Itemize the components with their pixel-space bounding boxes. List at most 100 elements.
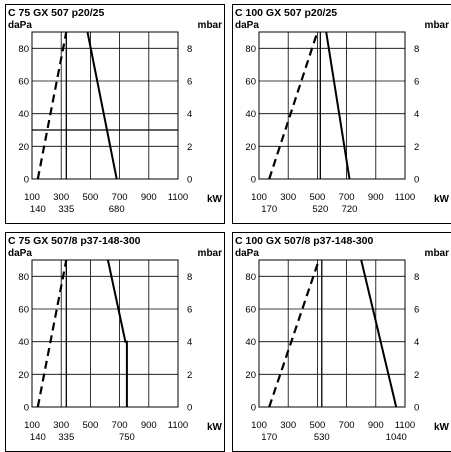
x-tick-label: 700 <box>339 420 355 431</box>
chart-title: C 100 GX 507/8 p37-148-300 <box>235 235 374 247</box>
series-line-2 <box>361 260 396 407</box>
y-tick-label: 20 <box>18 370 29 381</box>
y2-tick-label: 6 <box>414 305 419 316</box>
chart-title: C 75 GX 507/8 p37-148-300 <box>8 235 141 247</box>
y-axis-label: daPa <box>235 248 259 259</box>
y2-tick-label: 0 <box>187 403 192 414</box>
plot-area <box>259 260 405 407</box>
y2-tick-label: 6 <box>187 305 192 316</box>
x-tick-label: 900 <box>368 192 384 203</box>
plot-area <box>32 32 178 179</box>
y2-axis-label: mbar <box>198 248 223 259</box>
y-tick-label: 60 <box>18 77 29 88</box>
plot-area <box>259 32 405 179</box>
x-axis-label: kW <box>207 422 223 433</box>
y2-tick-label: 8 <box>414 272 419 283</box>
x-tick-label: 700 <box>112 420 128 431</box>
y-tick-label: 0 <box>24 175 29 186</box>
y2-tick-label: 2 <box>187 370 192 381</box>
y2-tick-label: 0 <box>414 175 419 186</box>
x-axis-label: kW <box>207 194 223 205</box>
y2-tick-label: 8 <box>414 44 419 55</box>
x-tick-label: 100 <box>24 420 40 431</box>
x-tick-label: 900 <box>368 420 384 431</box>
x-tick-label: 100 <box>24 192 40 203</box>
x-mark-label: 750 <box>119 432 135 443</box>
x-tick-label: 500 <box>309 420 325 431</box>
y-tick-label: 80 <box>18 44 29 55</box>
x-mark-label: 1040 <box>386 432 407 443</box>
plot-area <box>32 260 178 407</box>
y2-tick-label: 2 <box>414 370 419 381</box>
x-mark-label: 335 <box>58 432 74 443</box>
chart-title: C 75 GX 507 p20/25 <box>8 7 104 19</box>
x-tick-label: 500 <box>309 192 325 203</box>
y2-tick-label: 6 <box>187 77 192 88</box>
x-axis-label: kW <box>434 422 450 433</box>
y-tick-label: 20 <box>18 142 29 153</box>
y2-tick-label: 4 <box>187 337 192 348</box>
series-line-1 <box>38 32 67 179</box>
y-tick-label: 20 <box>245 142 256 153</box>
x-tick-label: 1100 <box>395 192 415 203</box>
y2-tick-label: 6 <box>414 77 419 88</box>
y-axis-label: daPa <box>8 20 32 31</box>
x-tick-label: 300 <box>53 192 69 203</box>
x-mark-label: 530 <box>314 432 330 443</box>
x-tick-label: 500 <box>82 420 98 431</box>
x-tick-label: 300 <box>280 420 296 431</box>
y-tick-label: 40 <box>18 109 29 120</box>
y-tick-label: 20 <box>245 370 256 381</box>
series-line-1 <box>269 260 319 407</box>
y-axis-label: daPa <box>235 20 259 31</box>
series-line-2 <box>108 260 127 407</box>
y-tick-label: 40 <box>18 337 29 348</box>
x-tick-label: 100 <box>251 192 267 203</box>
x-tick-label: 1100 <box>395 420 415 431</box>
y-tick-label: 80 <box>245 44 256 55</box>
y-tick-label: 60 <box>18 305 29 316</box>
x-mark-label: 170 <box>261 432 277 443</box>
series-line-2 <box>326 32 349 179</box>
y-tick-label: 80 <box>245 272 256 283</box>
y2-tick-label: 8 <box>187 44 192 55</box>
x-tick-label: 100 <box>251 420 267 431</box>
x-tick-label: 900 <box>141 192 157 203</box>
y2-tick-label: 4 <box>414 109 419 120</box>
x-mark-label: 720 <box>342 204 358 215</box>
x-mark-label: 680 <box>109 204 125 215</box>
x-mark-label: 335 <box>58 204 74 215</box>
y2-tick-label: 2 <box>187 142 192 153</box>
y2-tick-label: 8 <box>187 272 192 283</box>
x-mark-label: 140 <box>30 204 46 215</box>
y2-axis-label: mbar <box>425 248 450 259</box>
y2-tick-label: 4 <box>187 109 192 120</box>
x-tick-label: 1100 <box>168 420 188 431</box>
y2-axis-label: mbar <box>198 20 223 31</box>
x-tick-label: 700 <box>112 192 128 203</box>
x-axis-label: kW <box>434 194 450 205</box>
y2-tick-label: 2 <box>414 142 419 153</box>
y-tick-label: 0 <box>251 403 256 414</box>
x-mark-label: 170 <box>261 204 277 215</box>
y-tick-label: 0 <box>24 403 29 414</box>
x-mark-label: 140 <box>30 432 46 443</box>
y2-tick-label: 0 <box>414 403 419 414</box>
y2-tick-label: 4 <box>414 337 419 348</box>
x-tick-label: 300 <box>280 192 296 203</box>
series-line-2 <box>88 32 117 179</box>
x-tick-label: 1100 <box>168 192 188 203</box>
x-tick-label: 900 <box>141 420 157 431</box>
x-tick-label: 700 <box>339 192 355 203</box>
y-tick-label: 40 <box>245 337 256 348</box>
x-tick-label: 500 <box>82 192 98 203</box>
y-axis-label: daPa <box>8 248 32 259</box>
